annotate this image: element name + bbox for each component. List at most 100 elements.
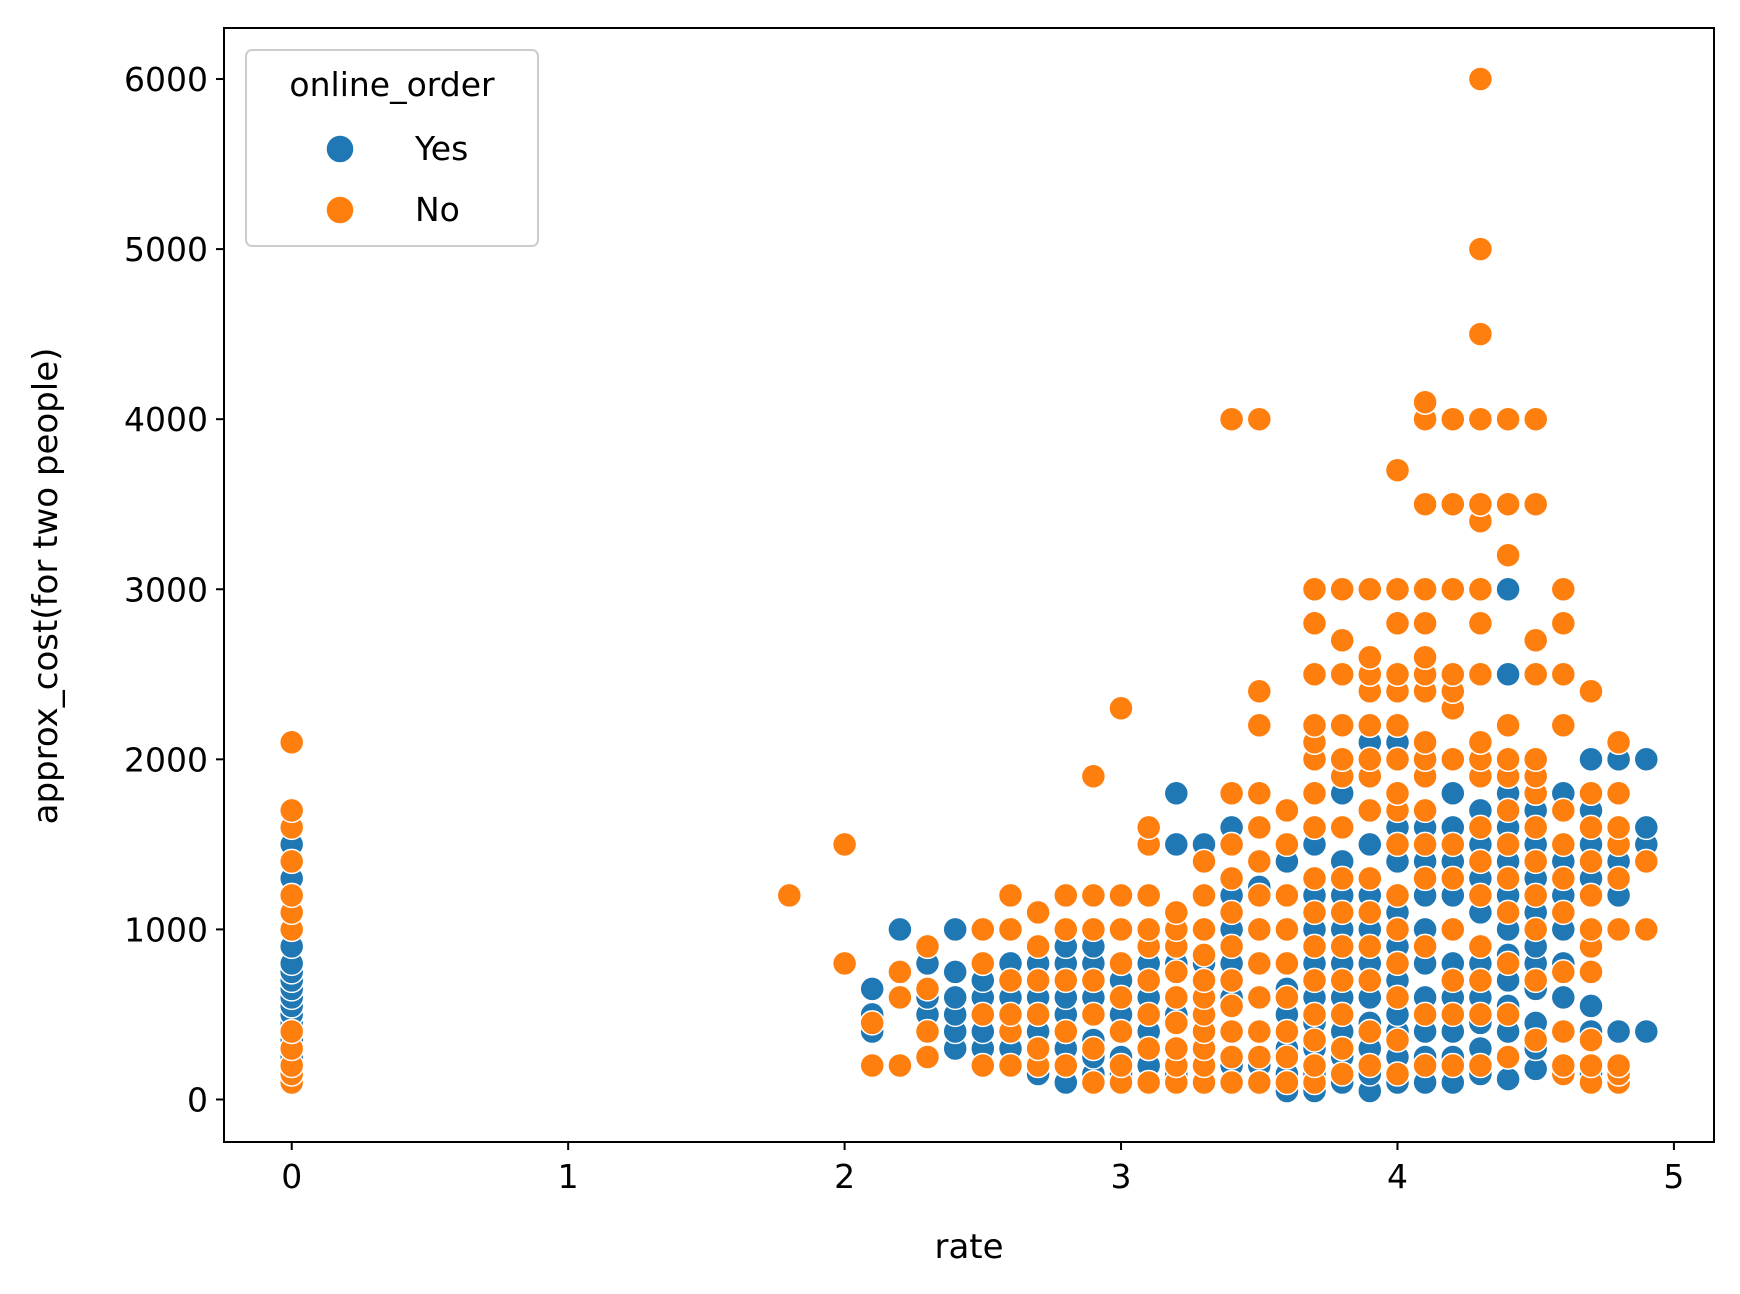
point-no (1550, 661, 1577, 688)
point-no (1108, 882, 1134, 909)
point-no (1467, 967, 1494, 994)
point-no (1246, 712, 1273, 739)
point-no (1025, 899, 1051, 926)
point-no (1108, 1052, 1134, 1079)
point-no (1246, 1018, 1273, 1045)
point-no (1384, 831, 1411, 858)
point-yes (942, 916, 968, 943)
point-no (1163, 959, 1190, 985)
y-axis-label: approx_cost(for two people) (26, 348, 66, 825)
point-yes (1605, 1018, 1632, 1045)
point-no (1246, 780, 1273, 807)
point-no (1412, 1001, 1438, 1028)
point-no (914, 1018, 941, 1045)
point-no (1550, 865, 1577, 892)
point-no (1357, 746, 1383, 773)
y-tick-label: 1000 (124, 910, 208, 949)
point-no (1384, 1027, 1411, 1053)
point-no (1329, 661, 1355, 688)
point-no (1495, 797, 1521, 824)
point-no (997, 1001, 1024, 1028)
legend-marker-no (325, 195, 355, 225)
y-tick-label: 3000 (124, 570, 208, 609)
y-tick-label: 6000 (124, 60, 208, 99)
point-no (1246, 1069, 1273, 1096)
point-yes (1357, 831, 1383, 858)
point-no (1440, 831, 1466, 858)
point-no (1578, 678, 1604, 705)
point-no (1550, 1052, 1577, 1079)
point-no (1191, 942, 1217, 968)
point-no (1301, 1001, 1328, 1028)
point-no (1053, 967, 1079, 994)
point-yes (887, 916, 913, 943)
point-no (1357, 967, 1383, 994)
legend-box (245, 49, 539, 247)
point-no (1495, 865, 1521, 892)
point-no (1301, 814, 1328, 841)
point-no (914, 933, 941, 960)
point-no (1412, 389, 1438, 415)
legend: online_order Yes No (245, 49, 539, 247)
point-no (997, 967, 1024, 994)
point-no (1578, 882, 1604, 909)
x-tick-label: 5 (1663, 1157, 1684, 1196)
point-no (1384, 610, 1411, 637)
point-yes (1163, 780, 1190, 807)
point-no (1274, 1018, 1300, 1045)
point-no (1412, 729, 1438, 756)
point-no (1329, 712, 1355, 739)
point-no (1301, 899, 1328, 926)
point-yes (1633, 814, 1660, 841)
point-no (1080, 882, 1107, 909)
point-no (1246, 950, 1273, 977)
point-no (1384, 916, 1411, 943)
point-no (1246, 1044, 1273, 1070)
point-no (970, 916, 996, 943)
point-no (1550, 1018, 1577, 1045)
point-no (278, 1018, 305, 1045)
point-no (831, 950, 858, 977)
point-no (1467, 576, 1494, 603)
point-no (1357, 1052, 1383, 1079)
point-no (1246, 678, 1273, 705)
point-no (1108, 984, 1134, 1011)
point-no (1412, 610, 1438, 637)
point-no (1412, 576, 1438, 603)
point-no (1633, 848, 1660, 875)
point-no (1246, 814, 1273, 841)
point-no (831, 831, 858, 858)
point-no (1522, 627, 1549, 654)
point-no (1550, 712, 1577, 739)
point-no (1108, 1018, 1134, 1045)
point-yes (1633, 746, 1660, 773)
point-no (887, 959, 913, 985)
point-no (1578, 848, 1604, 875)
point-no (1301, 780, 1328, 807)
point-no (1329, 1061, 1355, 1087)
point-no (1025, 967, 1051, 994)
point-no (1412, 797, 1438, 824)
point-no (1080, 967, 1107, 994)
plot-frame (223, 27, 1715, 1143)
point-no (1495, 542, 1521, 568)
point-yes (942, 984, 968, 1011)
point-no (1301, 661, 1328, 688)
point-no (1080, 1035, 1107, 1062)
point-no (1301, 865, 1328, 892)
point-no (1246, 848, 1273, 875)
point-no (1357, 576, 1383, 603)
point-no (1495, 1001, 1521, 1028)
point-yes (1633, 1018, 1660, 1045)
point-yes (1495, 576, 1521, 603)
point-no (1135, 814, 1162, 841)
point-no (1274, 831, 1300, 858)
point-no (1025, 1035, 1051, 1062)
point-no (1357, 797, 1383, 824)
point-no (970, 1052, 996, 1079)
point-no (1440, 491, 1466, 517)
x-tick-label: 0 (281, 1157, 302, 1196)
point-no (1191, 848, 1217, 875)
point-no (970, 1001, 996, 1028)
